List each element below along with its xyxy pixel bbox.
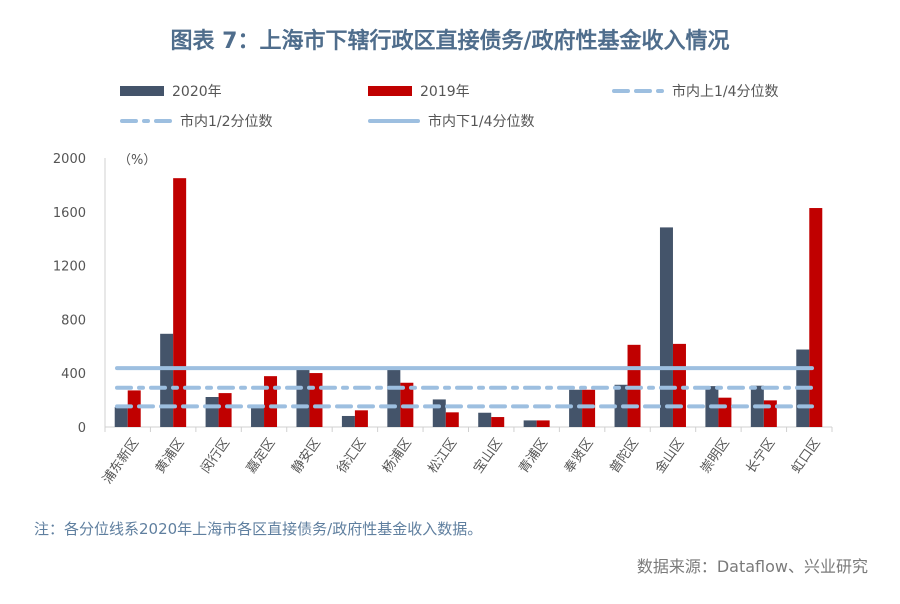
y-tick-label: 400	[61, 367, 86, 382]
bar-2019-宝山区	[491, 417, 505, 427]
legend-item-2020: 2020年	[120, 84, 222, 100]
legend-label: 市内上1/4分位数	[672, 83, 779, 100]
bar-2019-青浦区	[536, 420, 550, 427]
legend-label: 2020年	[172, 84, 222, 100]
x-tick-label: 黄浦区	[153, 436, 188, 477]
bar-2020-闵行区	[205, 397, 219, 427]
bar-2019-黄浦区	[173, 178, 187, 427]
bar-2020-静安区	[296, 369, 310, 427]
x-tick-label: 普陀区	[607, 435, 642, 476]
bar-2019-金山区	[672, 343, 686, 427]
bar-2019-静安区	[309, 373, 323, 427]
x-tick-label: 松江区	[426, 436, 461, 477]
bar-2020-嘉定区	[251, 406, 265, 427]
bar-2019-松江区	[445, 412, 459, 427]
legend-item-2019: 2019年	[368, 84, 470, 100]
bar-2019-闵行区	[218, 393, 232, 427]
reference-lines	[115, 366, 814, 409]
legend-swatch	[368, 86, 412, 96]
bar-2020-金山区	[659, 227, 673, 427]
x-tick-label: 徐汇区	[335, 436, 370, 477]
x-tick-label: 奉贤区	[562, 436, 597, 477]
bar-2020-青浦区	[523, 420, 537, 427]
x-tick-label: 浦东新区	[99, 435, 142, 487]
y-tick-label: 1600	[53, 206, 86, 221]
x-tick-label: 青浦区	[516, 436, 551, 477]
bar-2020-杨浦区	[387, 369, 401, 427]
x-tick-label: 宝山区	[471, 436, 506, 477]
legend-label: 2019年	[420, 84, 470, 100]
bar-2020-普陀区	[614, 384, 628, 427]
bar-2019-崇明区	[718, 397, 732, 427]
bar-2019-长宁区	[763, 400, 777, 427]
y-axis-unit: （%）	[118, 153, 156, 168]
bar-2019-嘉定区	[264, 376, 278, 427]
bar-2020-黄浦区	[160, 333, 174, 427]
x-tick-label: 静安区	[289, 436, 324, 477]
legend-item-lower-quartile: 市内下1/4分位数	[368, 113, 535, 130]
x-tick-label: 闵行区	[198, 436, 233, 477]
y-tick-label: 0	[78, 421, 86, 436]
bar-2020-浦东新区	[114, 407, 128, 427]
bar-2020-宝山区	[478, 412, 492, 427]
x-tick-label: 金山区	[652, 435, 687, 476]
chart-note: 注：各分位线系2020年上海市各区直接债务/政府性基金收入数据。	[34, 520, 482, 538]
x-tick-label: 崇明区	[698, 436, 733, 477]
legend-item-median: 市内1/2分位数	[120, 113, 273, 130]
legend-swatch	[120, 86, 164, 96]
chart-source: 数据来源：Dataflow、兴业研究	[637, 557, 868, 576]
y-tick-label: 1200	[53, 260, 86, 275]
x-tick-label: 杨浦区	[380, 436, 415, 477]
x-tick-label: 长宁区	[743, 435, 778, 476]
bar-2019-徐汇区	[354, 410, 368, 427]
legend-item-upper-quartile: 市内上1/4分位数	[612, 83, 779, 100]
y-tick-label: 800	[61, 313, 86, 328]
chart-title: 图表 7：上海市下辖行政区直接债务/政府性基金收入情况	[170, 28, 729, 54]
bar-2020-奉贤区	[569, 389, 583, 427]
bar-2019-浦东新区	[127, 390, 141, 427]
x-axis-labels: 浦东新区 黄浦区 闵行区 嘉定区 静安区 徐汇区 杨浦区 松江区 宝山区 青浦区 奉贤区 普陀区 金山区…	[99, 435, 824, 487]
legend-label: 市内下1/4分位数	[428, 113, 535, 130]
bar-2020-松江区	[432, 399, 446, 427]
bar-2020-徐汇区	[341, 415, 355, 427]
legend-label: 市内1/2分位数	[180, 113, 273, 130]
x-tick-label: 嘉定区	[244, 436, 279, 477]
bar-2019-虹口区	[809, 208, 823, 427]
y-tick-label: 2000	[53, 152, 86, 167]
x-tick-label: 虹口区	[789, 436, 824, 477]
